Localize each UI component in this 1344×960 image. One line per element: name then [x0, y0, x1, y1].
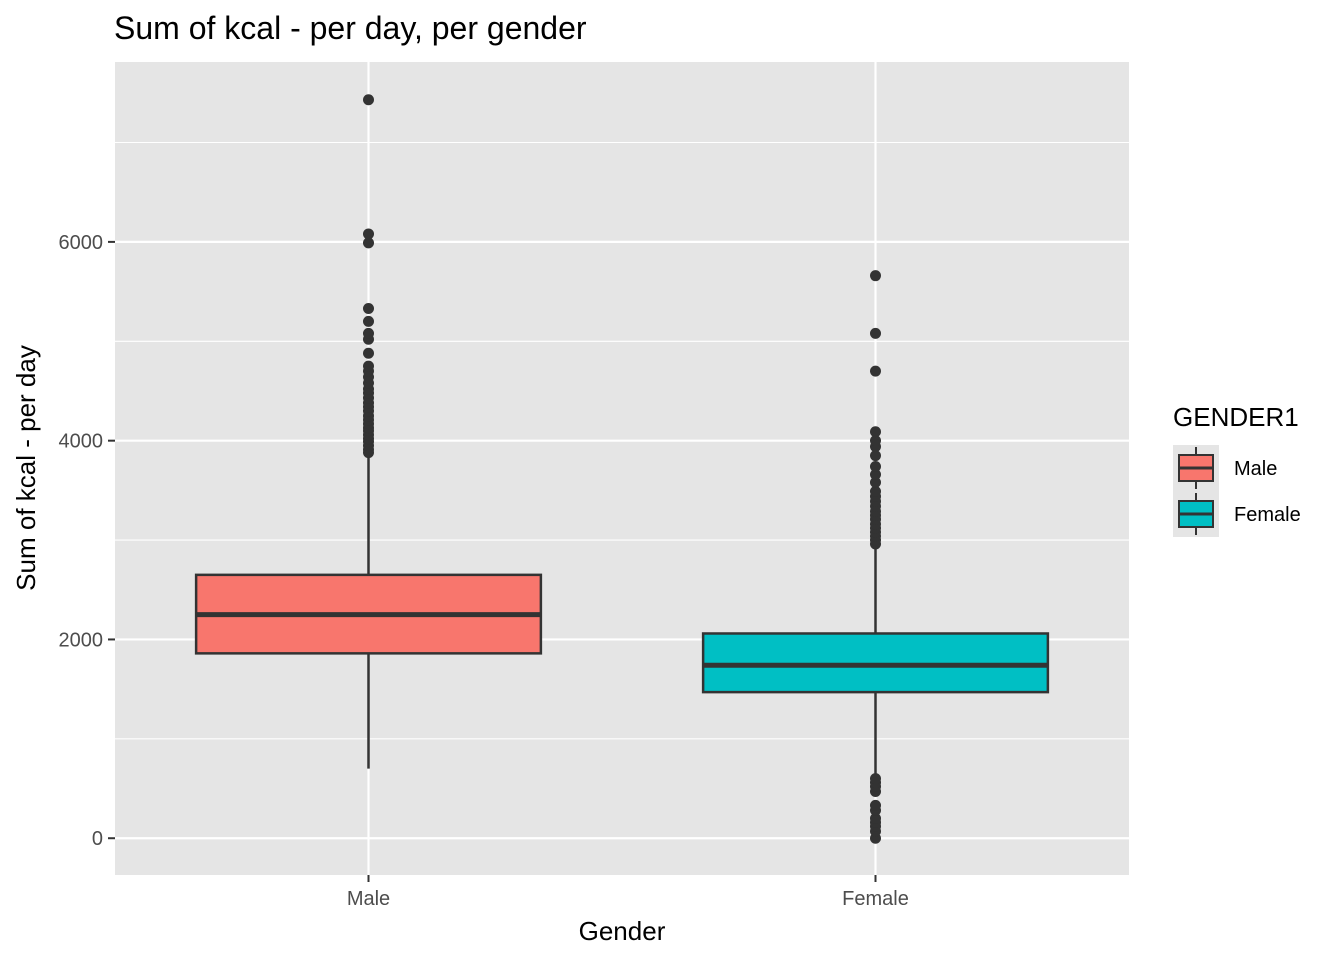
outlier-point — [870, 461, 881, 473]
legend-item-male: Male — [1173, 445, 1277, 491]
box-layer — [194, 94, 1050, 844]
outlier-point — [870, 476, 881, 488]
outlier-point — [363, 302, 374, 314]
outlier-point — [870, 450, 881, 462]
outlier-point — [363, 360, 374, 372]
legend-title: GENDER1 — [1173, 402, 1299, 432]
outlier-point — [363, 347, 374, 359]
outlier-point — [363, 94, 374, 106]
outlier-point — [363, 237, 374, 249]
outlier-point — [870, 485, 881, 497]
outlier-point — [870, 799, 881, 811]
outlier-point — [870, 365, 881, 377]
outlier-point — [363, 315, 374, 327]
plot-panel — [115, 62, 1129, 875]
y-tick-label: 4000 — [59, 431, 104, 453]
outlier-point — [870, 270, 881, 282]
outlier-point — [870, 327, 881, 339]
x-axis: Male Female — [347, 875, 909, 910]
x-axis-title: Gender — [579, 916, 666, 946]
outlier-point — [363, 228, 374, 240]
legend-label: Male — [1234, 458, 1277, 480]
outlier-point — [870, 468, 881, 480]
outlier-point — [870, 773, 881, 785]
legend: GENDER1 Male Female — [1173, 402, 1301, 537]
outlier-point — [363, 327, 374, 339]
box-group-male — [194, 94, 543, 769]
outlier-point — [870, 435, 881, 447]
outlier-point — [870, 812, 881, 824]
chart-title: Sum of kcal - per day, per gender — [114, 10, 587, 46]
y-tick-label: 2000 — [59, 629, 104, 651]
x-tick-label: Female — [842, 888, 909, 910]
x-tick-label: Male — [347, 888, 390, 910]
outlier-point — [870, 426, 881, 438]
legend-item-female: Female — [1173, 491, 1301, 537]
legend-label: Female — [1234, 504, 1301, 526]
y-axis-title: Sum of kcal - per day — [11, 345, 41, 591]
y-tick-label: 6000 — [59, 232, 104, 254]
y-tick-label: 0 — [92, 828, 103, 850]
box-group-female — [701, 270, 1050, 844]
y-axis: 0 2000 4000 6000 — [59, 232, 115, 850]
